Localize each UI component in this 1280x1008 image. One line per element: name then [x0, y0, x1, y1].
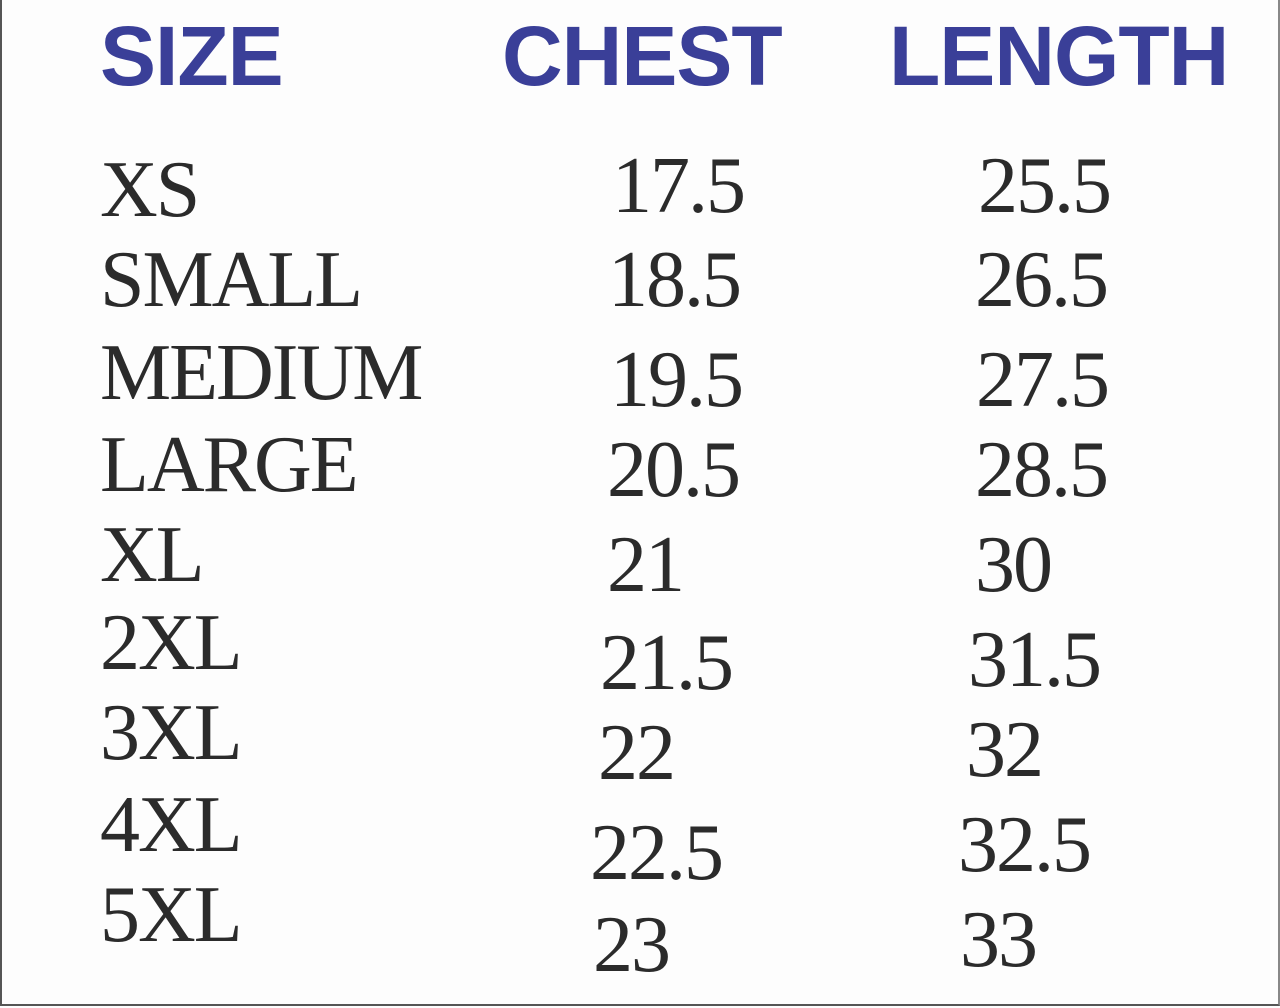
- length-cell: 27.5: [976, 336, 1110, 424]
- length-cell: 25.5: [978, 142, 1112, 230]
- chest-cell: 21: [607, 521, 685, 609]
- length-cell: 32.5: [958, 801, 1092, 889]
- header-chest: CHEST: [502, 9, 783, 103]
- size-cell: XL: [100, 511, 205, 599]
- length-cell: 33: [960, 896, 1038, 984]
- size-cell: LARGE: [100, 421, 359, 509]
- length-cell: 32: [966, 706, 1044, 794]
- chest-cell: 19.5: [610, 336, 744, 424]
- size-cell: MEDIUM: [100, 329, 423, 417]
- chest-cell: 23: [593, 901, 671, 989]
- chest-cell: 22: [598, 709, 676, 797]
- chest-cell: 20.5: [607, 426, 741, 514]
- header-size: SIZE: [100, 9, 284, 103]
- length-cell: 31.5: [968, 616, 1102, 704]
- size-cell: 5XL: [100, 871, 243, 959]
- chest-cell: 22.5: [590, 809, 724, 897]
- header-length: LENGTH: [889, 9, 1229, 103]
- chest-cell: 21.5: [600, 619, 734, 707]
- chest-cell: 17.5: [612, 142, 746, 230]
- size-cell: 4XL: [100, 781, 243, 869]
- length-cell: 26.5: [975, 236, 1109, 324]
- chest-cell: 18.5: [608, 236, 742, 324]
- length-cell: 30: [975, 521, 1053, 609]
- size-cell: SMALL: [100, 236, 363, 324]
- size-cell: XS: [100, 146, 200, 234]
- length-cell: 28.5: [975, 426, 1109, 514]
- size-cell: 2XL: [100, 599, 243, 687]
- size-cell: 3XL: [100, 689, 243, 777]
